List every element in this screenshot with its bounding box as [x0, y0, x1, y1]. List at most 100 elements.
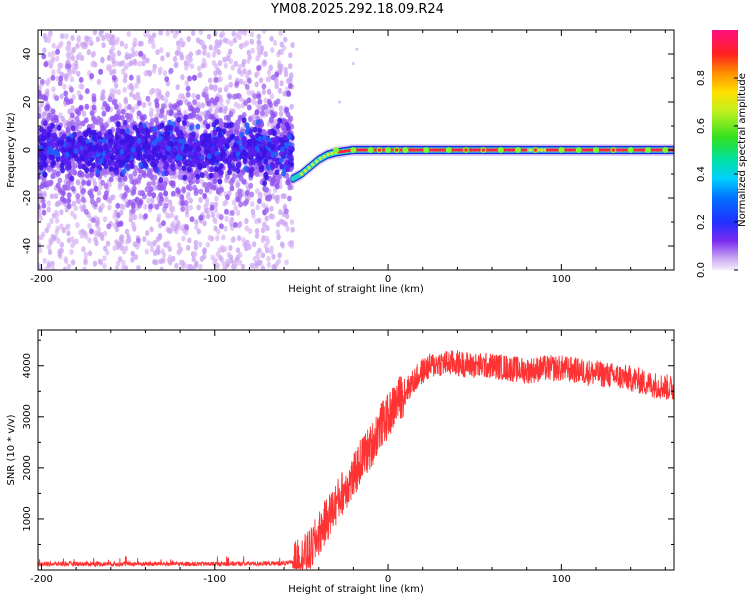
- spectrogram-cell: [249, 31, 255, 38]
- spectrogram-cell: [118, 236, 124, 242]
- spectrogram-cell: [464, 148, 468, 152]
- spectrogram-cell: [281, 117, 287, 124]
- spectrogram-cell: [38, 247, 43, 254]
- spectrogram-cell: [165, 30, 170, 37]
- spectrogram-cell: [208, 44, 213, 51]
- spectrogram-cell: [59, 62, 64, 69]
- spectrogram-cell: [192, 99, 198, 106]
- spectrogram-cell: [159, 185, 164, 191]
- spectrogram-cell: [70, 35, 75, 41]
- spectrogram-cell: [126, 233, 131, 240]
- spectrogram-cell: [441, 148, 445, 152]
- spectrogram-cell: [264, 207, 270, 214]
- spectrogram-cell: [173, 62, 178, 69]
- spectrogram-cell: [266, 69, 272, 76]
- spectrogram-cell: [122, 119, 128, 126]
- spectrogram-cell: [84, 88, 90, 95]
- spectrogram-cell: [618, 148, 622, 152]
- spectrogram-cell: [257, 136, 263, 143]
- spectrogram-cell: [255, 119, 261, 126]
- spectrogram-cell: [288, 83, 293, 89]
- spectrogram-cell: [277, 87, 283, 94]
- spectrogram-cell: [210, 254, 215, 261]
- spectrogram-cell: [123, 43, 129, 50]
- spectrogram-cell: [67, 108, 72, 115]
- spectrogram-cell: [83, 259, 88, 266]
- spectrogram-cell: [283, 66, 288, 73]
- colorbar-tick-label: 0.6: [696, 118, 707, 134]
- spectrogram-cell: [657, 148, 661, 152]
- spectrogram-cell: [188, 112, 194, 119]
- spectrogram-cell: [152, 130, 158, 137]
- spectrogram-cell: [89, 110, 95, 117]
- spectrogram-cell: [181, 165, 187, 172]
- spectrogram-cell: [117, 176, 123, 183]
- spectrogram-cell: [188, 197, 193, 204]
- spectrogram-cell: [472, 148, 476, 152]
- spectrogram-cell: [192, 143, 197, 150]
- spectrogram-cell: [170, 190, 176, 197]
- spectrogram-cell: [338, 100, 341, 104]
- spectrogram-cell: [299, 172, 304, 176]
- spectrogram-cell: [124, 228, 130, 235]
- spectrogram-cell: [142, 114, 148, 120]
- spectrogram-cell: [66, 121, 72, 127]
- spectrogram-cell: [539, 148, 544, 152]
- spectrogram-cell: [201, 91, 207, 98]
- spectrogram-cell: [111, 194, 116, 201]
- spectrogram-cell: [119, 149, 125, 155]
- spectrogram-cell: [45, 148, 51, 155]
- spectrogram-cell: [234, 80, 240, 87]
- spectrogram-cell: [75, 42, 80, 49]
- spectrogram-cell: [219, 97, 224, 104]
- spectrogram-cell: [270, 47, 275, 54]
- spectrogram-cell: [114, 265, 120, 270]
- spectrogram-cell: [51, 69, 56, 76]
- spectrogram-cell: [356, 148, 360, 152]
- spectrogram-cell: [136, 237, 141, 244]
- spectrogram-cell: [222, 37, 228, 44]
- spectrogram-cell: [123, 72, 128, 79]
- spectrogram-cell: [269, 109, 275, 116]
- spectrogram-cell: [213, 201, 219, 208]
- spectrogram-cell: [307, 165, 311, 170]
- spectrogram-cell: [652, 148, 656, 152]
- spectrogram-cell: [150, 161, 155, 167]
- spectrogram-cell: [116, 142, 122, 149]
- spectrogram-cell: [233, 101, 239, 108]
- spectrogram-cell: [176, 109, 182, 116]
- spectrogram-cell: [286, 90, 291, 97]
- spectrogram-cell: [51, 86, 56, 93]
- spectrogram-cell: [303, 169, 308, 173]
- spectrogram-cell: [185, 244, 191, 251]
- spectrogram-cell: [212, 99, 218, 106]
- spectrogram-cell: [50, 108, 56, 115]
- spectrogram-cell: [80, 120, 86, 127]
- spectrogram-cell: [231, 30, 236, 37]
- spectrogram-cell: [132, 170, 138, 177]
- spectrogram-cell: [200, 62, 205, 69]
- spectrogram-cell: [255, 204, 260, 211]
- spectrogram-cell: [497, 147, 504, 153]
- spectrogram-cell: [73, 59, 79, 66]
- spectrogram-cell: [474, 148, 478, 152]
- spectrogram-cell: [45, 103, 51, 110]
- spectrogram-cell: [80, 196, 86, 203]
- spectrogram-cell: [152, 240, 157, 246]
- spectrogram-cell: [160, 94, 165, 101]
- spectrogram-cell: [80, 171, 85, 178]
- spectrogram-cell: [264, 215, 269, 222]
- spectrogram-cell: [163, 241, 168, 248]
- spectrogram-cell: [285, 213, 290, 220]
- spectrogram-cell: [80, 188, 85, 195]
- spectrogram-cell: [160, 55, 165, 62]
- spectrogram-cell: [42, 142, 47, 149]
- spectrogram-cell: [545, 148, 550, 152]
- spectrogram-cell: [241, 237, 246, 244]
- spectrogram-cell: [229, 134, 235, 141]
- spectrogram-cell: [133, 254, 139, 261]
- spectrogram-cell: [263, 243, 269, 250]
- spectrogram-cell: [255, 153, 261, 160]
- spectrogram-cell: [75, 193, 81, 200]
- spectrogram-cell: [59, 209, 64, 216]
